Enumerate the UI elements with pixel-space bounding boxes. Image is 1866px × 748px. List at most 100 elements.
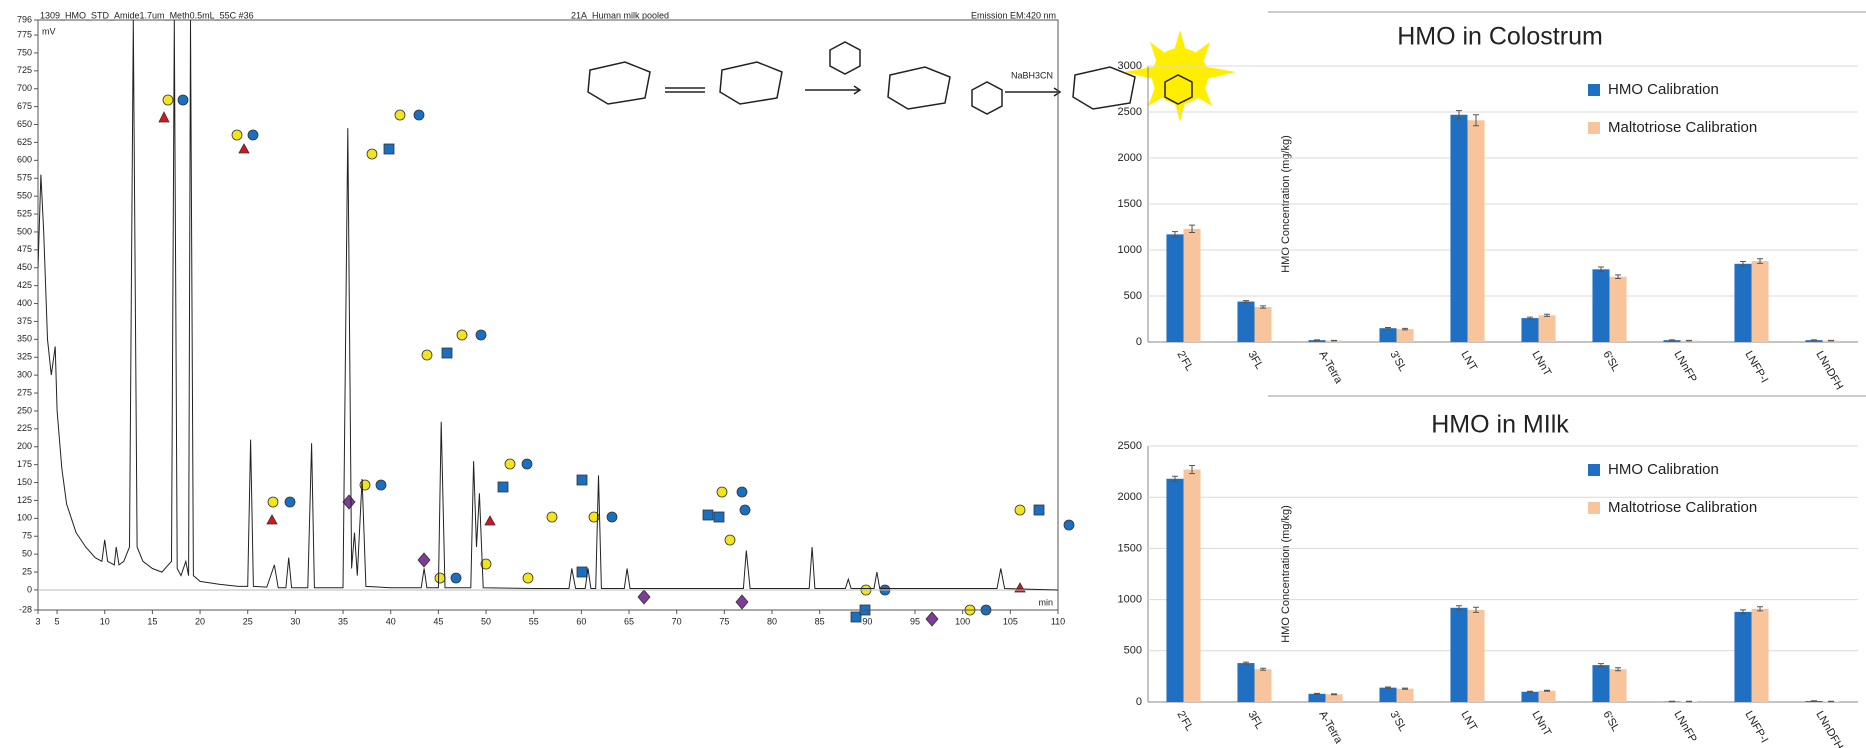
chromatogram-trace xyxy=(38,20,1058,591)
x-tick-label: 6'SL xyxy=(1600,349,1621,374)
error-bar xyxy=(1544,313,1551,317)
error-bar xyxy=(1615,667,1622,672)
x-tick-label: 10 xyxy=(100,616,110,626)
error-bar xyxy=(1189,464,1196,475)
bar xyxy=(1254,669,1272,702)
y-tick-label: 725 xyxy=(17,65,32,75)
x-tick-label: LNFP-I xyxy=(1742,349,1770,385)
error-bar xyxy=(1331,339,1338,342)
bar xyxy=(1166,478,1184,702)
annotation: NaBH3CN xyxy=(1011,70,1053,80)
y-tick-label: 500 xyxy=(17,226,32,236)
y-axis-label: HMO Concentration (mg/kg) xyxy=(1280,505,1292,643)
x-tick-label: 90 xyxy=(862,616,872,626)
bar xyxy=(1538,315,1556,342)
bar xyxy=(1734,263,1752,342)
y-tick-label: 700 xyxy=(17,83,32,93)
y-tick-label: 150 xyxy=(17,477,32,487)
x-tick-label: 75 xyxy=(719,616,729,626)
error-bar xyxy=(1597,266,1604,273)
error-bar xyxy=(1526,690,1533,693)
x-tick-label: 65 xyxy=(624,616,634,626)
bar xyxy=(1805,340,1823,342)
y-tick-label: 2500 xyxy=(1118,440,1142,452)
x-tick-label: 3FL xyxy=(1245,349,1265,371)
y-tick-label: 796 xyxy=(17,14,32,24)
error-bar xyxy=(1739,609,1746,615)
y-tick-label: 1500 xyxy=(1118,198,1142,210)
x-tick-label: LNnFP xyxy=(1671,349,1699,385)
y-tick-label: 2500 xyxy=(1118,106,1142,118)
x-tick-label: 35 xyxy=(338,616,348,626)
x-tick-label: LNnFP xyxy=(1671,709,1699,745)
bar xyxy=(1609,669,1627,702)
y-tick-label: 50 xyxy=(22,549,32,559)
y-tick-label: 275 xyxy=(17,387,32,397)
bar xyxy=(1609,276,1627,342)
x-tick-label: 50 xyxy=(481,616,491,626)
y-tick-label: 500 xyxy=(1124,645,1142,657)
error-bar xyxy=(1668,339,1675,341)
header-left: 1309_HMO_STD_Amide1.7um_Meth0.5mL_55C #3… xyxy=(40,10,254,20)
x-tick-label: LNT xyxy=(1458,709,1479,733)
y-tick-label: 1000 xyxy=(1118,594,1142,606)
bar xyxy=(1521,691,1539,702)
x-tick-label: LNnT xyxy=(1529,709,1553,739)
error-bar xyxy=(1402,687,1409,690)
chart-title: HMO in MIlk xyxy=(1431,411,1569,439)
error-bar xyxy=(1260,667,1267,671)
x-tick-label: 85 xyxy=(815,616,825,626)
y-tick-label: 775 xyxy=(17,29,32,39)
error-bar xyxy=(1739,261,1746,267)
bar xyxy=(1396,688,1414,702)
error-bar xyxy=(1242,661,1249,665)
x-tick-label: 15 xyxy=(147,616,157,626)
header-right: Emission EM:420 nm xyxy=(971,10,1056,20)
y-tick-label: 25 xyxy=(22,566,32,576)
y-tick-label: 175 xyxy=(17,459,32,469)
bar xyxy=(1254,307,1272,342)
y-tick-label: 600 xyxy=(17,155,32,165)
error-bar xyxy=(1544,689,1551,692)
error-bar xyxy=(1757,258,1764,264)
x-tick-label: 95 xyxy=(910,616,920,626)
x-tick-label: LNnT xyxy=(1529,349,1553,379)
legend-swatch xyxy=(1588,502,1600,514)
x-tick-label: 20 xyxy=(195,616,205,626)
bar xyxy=(1734,611,1752,702)
bar xyxy=(1308,340,1326,342)
x-tick-label: 70 xyxy=(672,616,682,626)
bar xyxy=(1751,608,1769,702)
y-tick-label: 400 xyxy=(17,298,32,308)
chart-title: HMO in Colostrum xyxy=(1397,23,1603,51)
error-bar xyxy=(1615,274,1622,280)
error-bar xyxy=(1171,231,1178,238)
y-tick-label: 1000 xyxy=(1118,244,1142,256)
x-tick-label: 40 xyxy=(386,616,396,626)
error-bar xyxy=(1473,114,1480,127)
x-tick-label: 105 xyxy=(1003,616,1018,626)
y-tick-label: 425 xyxy=(17,280,32,290)
bar xyxy=(1237,663,1255,702)
x-tick-label: LNnDFH xyxy=(1813,709,1845,748)
bar xyxy=(1308,693,1326,702)
bar xyxy=(1379,328,1397,342)
x-tick-label: LNnDFH xyxy=(1813,349,1845,392)
error-bar xyxy=(1402,327,1409,331)
x-tick-label: 45 xyxy=(433,616,443,626)
legend-swatch xyxy=(1588,84,1600,96)
y-tick-label: 300 xyxy=(17,370,32,380)
error-bar xyxy=(1171,475,1178,482)
error-bar xyxy=(1455,605,1462,611)
y-tick-label: 625 xyxy=(17,137,32,147)
y-tick-label: 650 xyxy=(17,119,32,129)
y-tick-label: 750 xyxy=(17,47,32,57)
bar xyxy=(1467,120,1485,342)
error-bar xyxy=(1597,663,1604,668)
y-tick-label: 450 xyxy=(17,262,32,272)
bar xyxy=(1166,234,1184,342)
legend-swatch xyxy=(1588,122,1600,134)
error-bar xyxy=(1384,326,1391,330)
y-tick-label: 3000 xyxy=(1118,60,1142,72)
